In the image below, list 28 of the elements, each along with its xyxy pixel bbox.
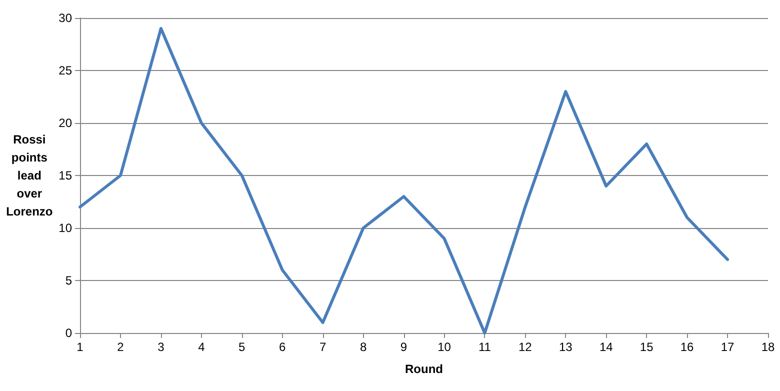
y-tick-label: 20: [58, 116, 72, 130]
y-tick-label: 5: [65, 274, 72, 288]
x-tick-label: 3: [158, 340, 165, 354]
x-tick-label: 13: [558, 340, 573, 354]
x-tick-label: 17: [720, 340, 735, 354]
x-tick-label: 11: [478, 340, 492, 354]
x-tick-label: 18: [761, 340, 775, 354]
x-tick-label: 5: [238, 340, 246, 354]
x-tick-label: 15: [640, 340, 654, 354]
y-tick-label: 30: [58, 11, 72, 25]
y-tick-label: 10: [58, 221, 72, 235]
x-tick-label: 8: [360, 340, 367, 354]
x-tick-label: 6: [279, 340, 286, 354]
x-tick-label: 14: [599, 340, 614, 354]
x-tick-label: 9: [400, 340, 408, 354]
x-tick-label: 7: [319, 340, 326, 354]
y-axis-title: Rossi points lead over Lorenzo: [6, 132, 53, 218]
x-tick-label: 12: [518, 340, 532, 354]
y-tick-label: 15: [58, 168, 72, 182]
x-tick-label: 16: [680, 340, 694, 354]
x-tick-label: 1: [76, 340, 84, 354]
x-axis-title: Round: [405, 362, 443, 376]
y-tick-label: 0: [65, 326, 72, 340]
y-tick-label: 25: [58, 64, 72, 78]
x-tick-label: 2: [117, 340, 124, 354]
x-tick-label: 10: [438, 340, 452, 354]
x-tick-label: 4: [198, 340, 206, 354]
line-series: [78, 27, 730, 334]
